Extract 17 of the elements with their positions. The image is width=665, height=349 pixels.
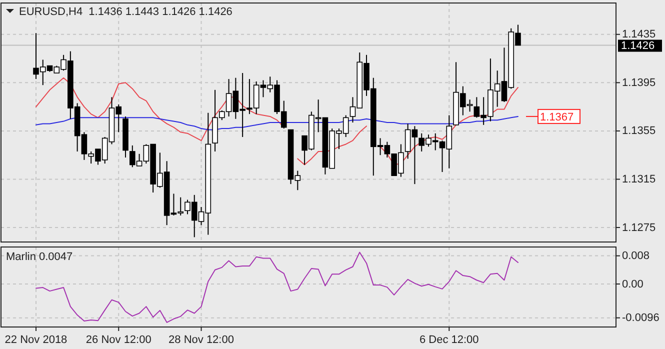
x-tick-label: 6 Dec 12:00 xyxy=(419,334,479,346)
chart-title: Marlin 0.0047 xyxy=(6,251,73,263)
y-tick-label: 1.1355 xyxy=(622,125,656,138)
y-tick-label: 1.1315 xyxy=(622,174,656,186)
x-tick-label: 26 Nov 12:00 xyxy=(86,334,152,346)
y-tick-label: 0.008 xyxy=(622,250,650,262)
y-tick-label: 1.1275 xyxy=(622,222,656,234)
line-series xyxy=(36,252,518,323)
ref-line-label: 1.1426 xyxy=(621,40,655,52)
x-tick-label: 28 Nov 12:00 xyxy=(168,334,234,346)
chart-title: EURUSD,H4 1.1436 1.1443 1.1426 1.1426 xyxy=(19,6,232,18)
y-tick-label: -0.0096 xyxy=(622,312,660,324)
y-tick-label: 1.1395 xyxy=(622,76,656,89)
ref-line-label: 1.1367 xyxy=(540,111,574,124)
x-tick-label: 22 Nov 2018 xyxy=(4,334,68,346)
y-tick-label: 0.00 xyxy=(622,278,644,290)
y-tick-label: 1.1435 xyxy=(622,28,656,41)
